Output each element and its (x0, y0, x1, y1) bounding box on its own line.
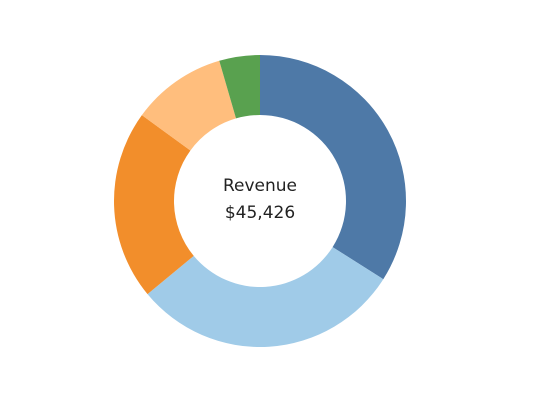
center-value: $45,426 (224, 203, 296, 223)
donut-slice-5 (219, 55, 260, 119)
donut-slice-2 (147, 247, 384, 347)
donut-slice-4 (141, 60, 237, 151)
donut-slice-1 (260, 55, 406, 280)
donut-slice-3 (114, 115, 194, 295)
center-title: Revenue (222, 176, 298, 196)
